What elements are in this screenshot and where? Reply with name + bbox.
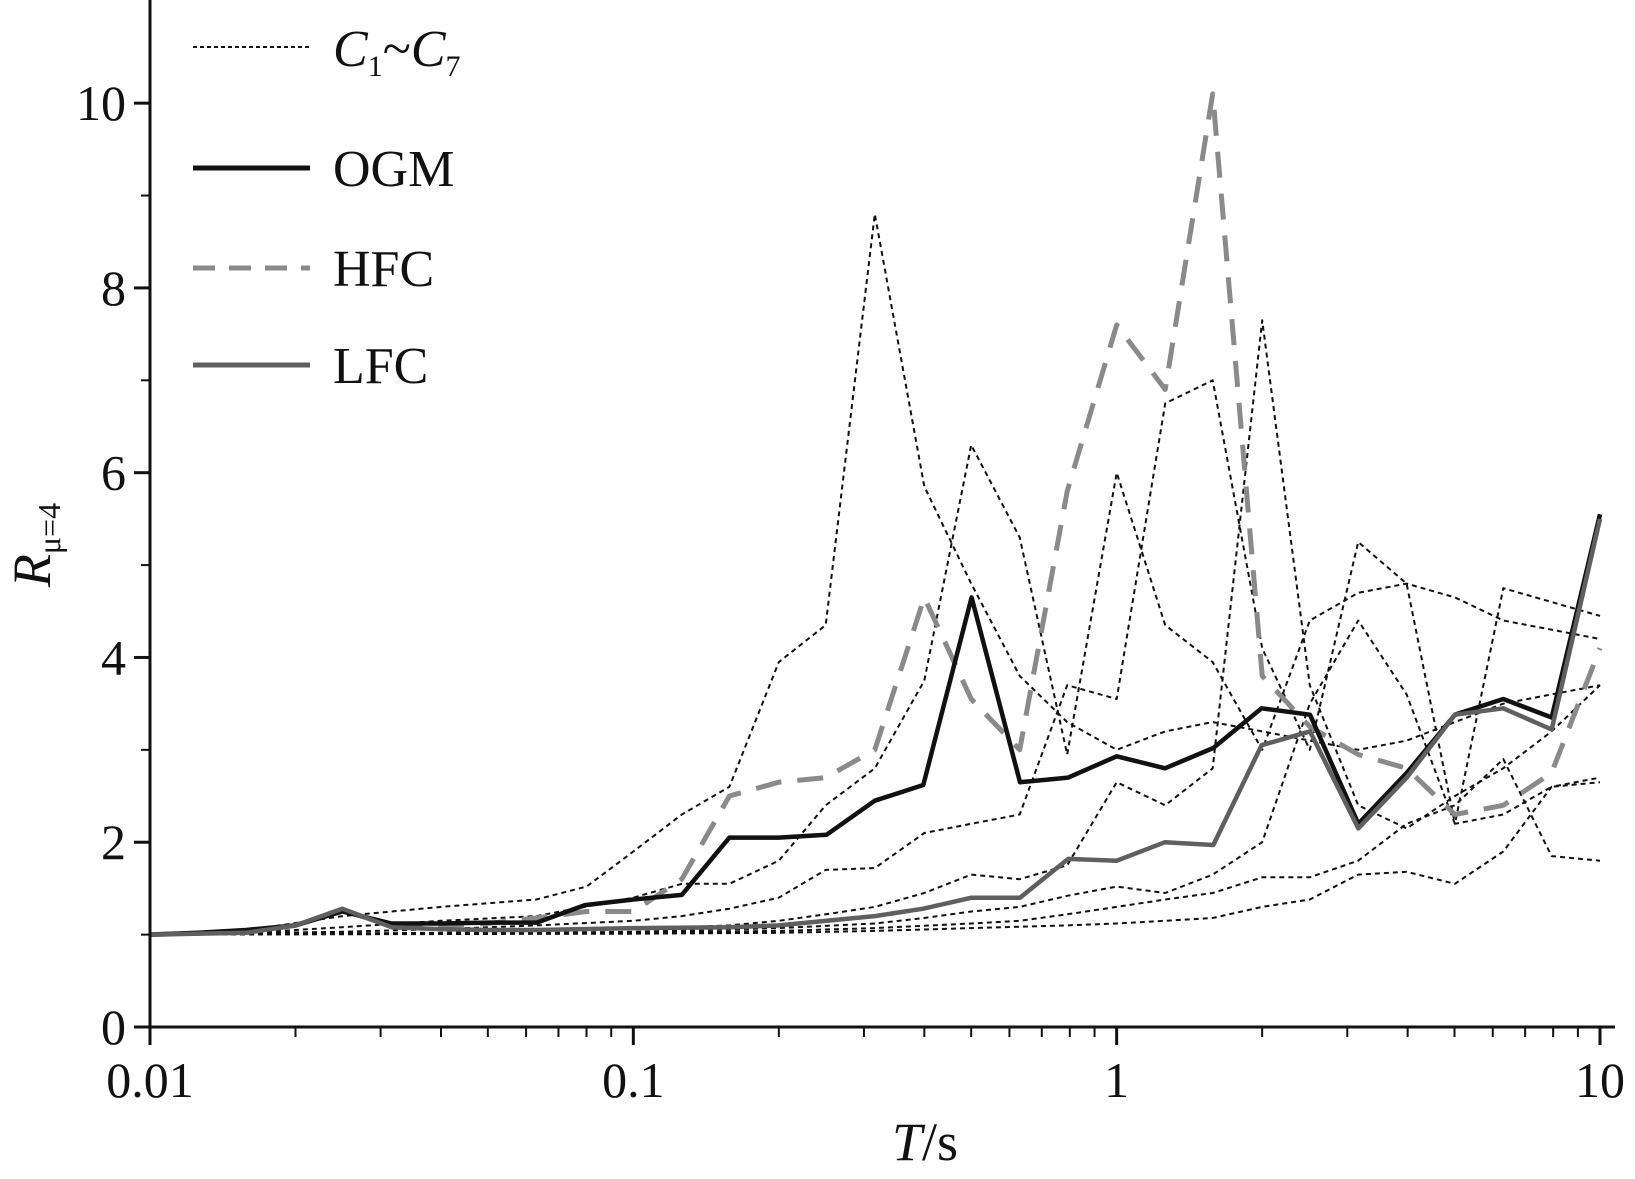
- y-tick-label-2: 4: [101, 629, 126, 685]
- x-tick-label-2: 1: [1104, 1052, 1129, 1108]
- series-layer: [149, 91, 1603, 938]
- legend-label-lfc: LFC: [333, 338, 428, 395]
- legend: C1~C7 OGM HFC LFC: [193, 21, 461, 395]
- ticks: 0 2 4 6 8 10 0.01 0.1 1 10: [76, 75, 1625, 1108]
- y-axis-title: Rμ=4: [2, 503, 67, 588]
- y-tick-label-3: 6: [101, 445, 126, 501]
- legend-label-c: C1~C7: [333, 21, 461, 83]
- series-c-3: [149, 319, 1601, 936]
- legend-label-ogm: OGM: [333, 141, 454, 198]
- series-c-1: [149, 444, 1601, 936]
- series-c-5: [149, 758, 1601, 936]
- x-tick-label-1: 0.1: [602, 1052, 665, 1108]
- series-c-0: [149, 213, 1601, 936]
- series-lfc-9: [149, 518, 1603, 937]
- x-tick-label-0: 0.01: [106, 1052, 194, 1108]
- series-c-2: [149, 379, 1601, 936]
- y-tick-label-0: 0: [101, 999, 126, 1055]
- y-tick-label-1: 2: [101, 814, 126, 870]
- series-ogm-8: [149, 513, 1603, 937]
- y-tick-label-5: 10: [76, 75, 126, 131]
- series-c-6: [149, 776, 1601, 936]
- x-tick-label-3: 10: [1575, 1052, 1625, 1108]
- x-axis-title: T/s: [892, 1112, 958, 1172]
- y-tick-label-4: 8: [101, 260, 126, 316]
- legend-label-hfc: HFC: [333, 241, 434, 298]
- axis-titles: T/s Rμ=4: [2, 503, 958, 1172]
- axes: [148, 0, 1615, 1029]
- series-c-4: [149, 587, 1601, 936]
